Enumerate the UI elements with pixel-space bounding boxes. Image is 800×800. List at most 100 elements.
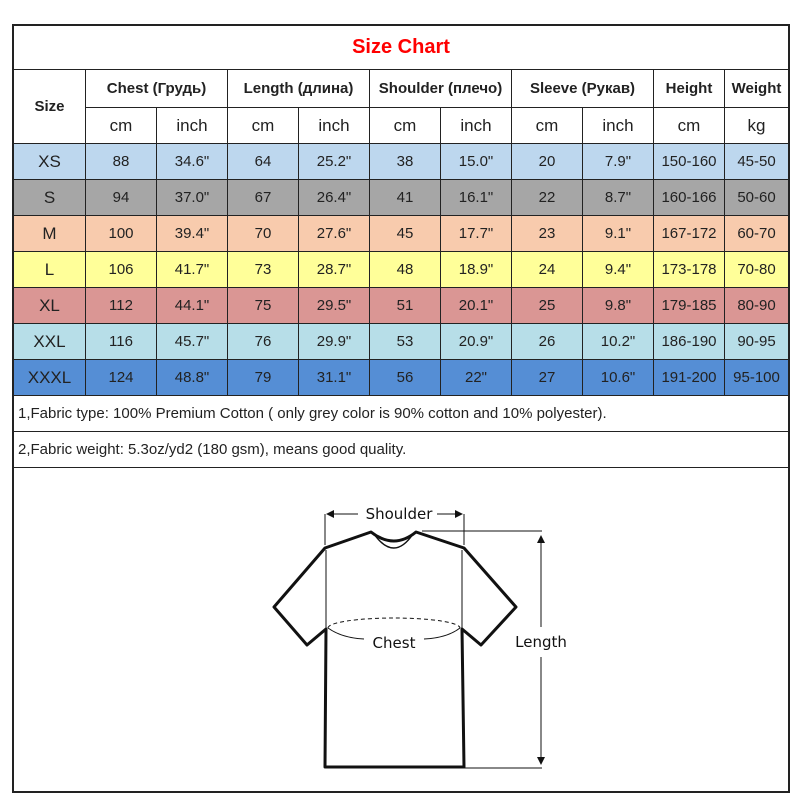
value-cell: 186-190 [653,323,725,360]
unit-header: inch [582,107,654,144]
value-cell: 20 [511,143,583,180]
value-cell: 48 [369,251,441,288]
value-cell: 112 [85,287,157,324]
value-cell: 38 [369,143,441,180]
value-cell: 80-90 [724,287,789,324]
table-row: M 100 39.4" 70 27.6" 45 17.7" 23 9.1" 167-172 60-7… [13,215,789,252]
value-cell: 76 [227,323,299,360]
column-group-header: Weight [724,69,789,108]
unit-header: cm [227,107,299,144]
table-row: S 94 37.0" 67 26.4" 41 16.1" 22 8.7" 160-166 50-60 [13,179,789,216]
unit-header: cm [653,107,725,144]
value-cell: 48.8" [156,359,228,396]
column-group-header: Height [653,69,725,108]
table-row: XXXL 124 48.8" 79 31.1" 56 22" 27 10.6" 191-200 95… [13,359,789,396]
value-cell: 70-80 [724,251,789,288]
value-cell: 18.9" [440,251,512,288]
size-chart: Size Chart Size Chest (Грудь) Length (длин… [12,24,790,793]
size-cell: L [13,251,86,288]
value-cell: 90-95 [724,323,789,360]
value-cell: 25.2" [298,143,370,180]
note-text: 1,Fabric type: 100% Premium Cotton ( onl… [13,395,789,432]
column-group-header: Chest (Грудь) [85,69,228,108]
unit-header: inch [440,107,512,144]
value-cell: 20.1" [440,287,512,324]
value-cell: 45-50 [724,143,789,180]
value-cell: 31.1" [298,359,370,396]
value-cell: 53 [369,323,441,360]
value-cell: 51 [369,287,441,324]
value-cell: 39.4" [156,215,228,252]
table-row: XS 88 34.6" 64 25.2" 38 15.0" 20 7.9" 150-160 45-5… [13,143,789,180]
unit-header: inch [298,107,370,144]
value-cell: 9.8" [582,287,654,324]
length-label: Length [515,633,567,651]
size-cell: S [13,179,86,216]
value-cell: 94 [85,179,157,216]
chart-title: Size Chart [13,25,789,70]
value-cell: 167-172 [653,215,725,252]
chest-label: Chest [373,634,416,652]
column-group-header: Length (длина) [227,69,370,108]
value-cell: 70 [227,215,299,252]
value-cell: 25 [511,287,583,324]
note-text: 2,Fabric weight: 5.3oz/yd2 (180 gsm), me… [13,431,789,468]
value-cell: 88 [85,143,157,180]
size-cell: XXXL [13,359,86,396]
size-table: Size Chart Size Chest (Грудь) Length (длин… [13,25,789,792]
value-cell: 150-160 [653,143,725,180]
value-cell: 44.1" [156,287,228,324]
value-cell: 179-185 [653,287,725,324]
value-cell: 22" [440,359,512,396]
value-cell: 29.5" [298,287,370,324]
table-row: XXL 116 45.7" 76 29.9" 53 20.9" 26 10.2" 186-190 9… [13,323,789,360]
value-cell: 64 [227,143,299,180]
value-cell: 16.1" [440,179,512,216]
unit-header: cm [85,107,157,144]
value-cell: 95-100 [724,359,789,396]
value-cell: 29.9" [298,323,370,360]
value-cell: 26 [511,323,583,360]
table-row: XL 112 44.1" 75 29.5" 51 20.1" 25 9.8" 179-185 80-… [13,287,789,324]
size-cell: XS [13,143,86,180]
value-cell: 20.9" [440,323,512,360]
value-cell: 8.7" [582,179,654,216]
column-group-header: Shoulder (плечо) [369,69,512,108]
value-cell: 73 [227,251,299,288]
value-cell: 9.1" [582,215,654,252]
value-cell: 75 [227,287,299,324]
value-cell: 67 [227,179,299,216]
unit-header: cm [511,107,583,144]
value-cell: 100 [85,215,157,252]
value-cell: 23 [511,215,583,252]
value-cell: 17.7" [440,215,512,252]
value-cell: 10.6" [582,359,654,396]
value-cell: 37.0" [156,179,228,216]
value-cell: 24 [511,251,583,288]
value-cell: 26.4" [298,179,370,216]
value-cell: 173-178 [653,251,725,288]
value-cell: 45.7" [156,323,228,360]
size-cell: XXL [13,323,86,360]
value-cell: 116 [85,323,157,360]
table-row: L 106 41.7" 73 28.7" 48 18.9" 24 9.4" 173-178 70-8… [13,251,789,288]
value-cell: 27.6" [298,215,370,252]
value-cell: 9.4" [582,251,654,288]
value-cell: 34.6" [156,143,228,180]
column-group-header: Sleeve (Рукав) [511,69,654,108]
value-cell: 60-70 [724,215,789,252]
unit-header: cm [369,107,441,144]
value-cell: 50-60 [724,179,789,216]
value-cell: 7.9" [582,143,654,180]
value-cell: 45 [369,215,441,252]
size-cell: XL [13,287,86,324]
size-header: Size [13,69,86,144]
value-cell: 28.7" [298,251,370,288]
value-cell: 10.2" [582,323,654,360]
tshirt-diagram: Shoulder Chest Length [13,467,789,792]
value-cell: 79 [227,359,299,396]
unit-header: inch [156,107,228,144]
value-cell: 41.7" [156,251,228,288]
value-cell: 191-200 [653,359,725,396]
value-cell: 106 [85,251,157,288]
